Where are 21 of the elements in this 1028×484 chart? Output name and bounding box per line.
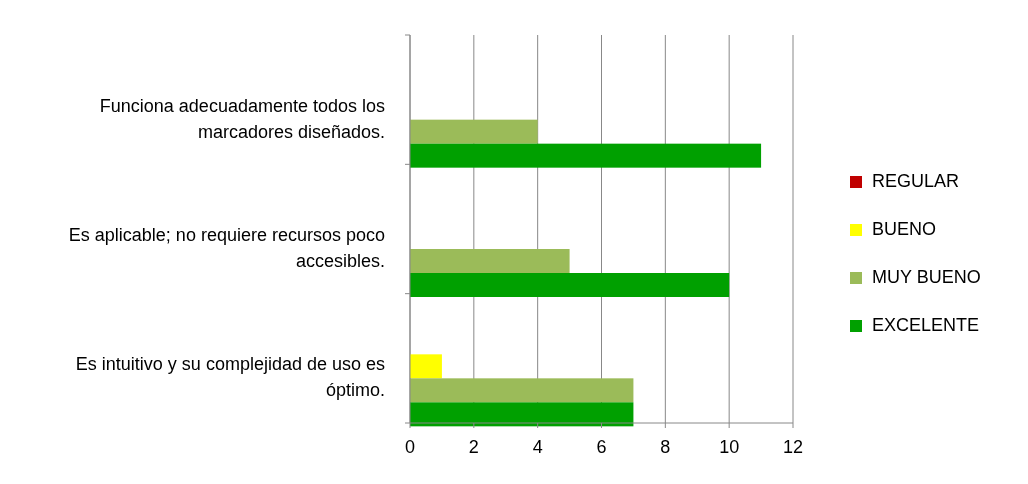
legend-label: MUY BUENO — [872, 266, 981, 287]
legend-label: EXCELENTE — [872, 314, 980, 335]
x-tick-label: 4 — [532, 437, 543, 457]
legend-label: BUENO — [872, 218, 937, 239]
x-tick-label: 10 — [719, 437, 740, 457]
y-tick-label: Es aplicable; no requiere recursos poco accesibles. — [68, 224, 385, 271]
bar — [410, 378, 634, 403]
legend-label: REGULAR — [872, 170, 960, 191]
x-tick-label: 6 — [596, 437, 607, 457]
bar — [410, 354, 442, 379]
bar — [410, 119, 538, 144]
bar — [410, 143, 762, 168]
x-tick-label: 8 — [660, 437, 671, 457]
x-tick-label: 0 — [404, 437, 416, 457]
x-tick-label: 12 — [782, 437, 804, 457]
bar — [410, 273, 730, 297]
bar — [410, 402, 634, 427]
bar — [410, 249, 570, 273]
y-tick-label: Funciona adecuadamente todos los marcadores diseñados. — [99, 95, 385, 142]
y-tick-label: Es intuitivo y su complejidad de uso es óptimo. — [75, 354, 385, 401]
x-tick-label: 2 — [468, 437, 479, 457]
